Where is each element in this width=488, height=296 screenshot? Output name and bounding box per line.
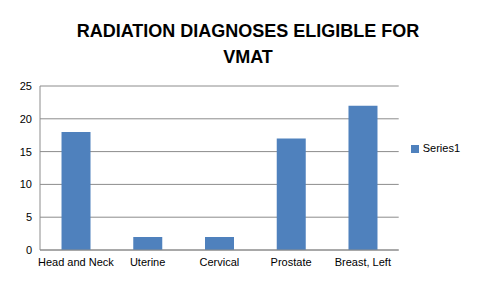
svg-text:Head and Neck: Head and Neck: [38, 256, 114, 268]
svg-text:15: 15: [20, 146, 32, 158]
svg-text:0: 0: [26, 244, 32, 256]
svg-text:25: 25: [20, 80, 32, 92]
html-text:Series1: Series1: [422, 142, 460, 154]
svg-text:5: 5: [26, 211, 32, 223]
svg-text:Uterine: Uterine: [130, 256, 165, 268]
svg-text:10: 10: [20, 178, 32, 190]
html-text:RADIATION DIAGNOSES ELIGIBLE F: RADIATION DIAGNOSES ELIGIBLE FOR VMAT: [76, 21, 420, 67]
svg-text:Breast, Left: Breast, Left: [335, 256, 391, 268]
svg-text:20: 20: [20, 113, 32, 125]
svg-text:Cervical: Cervical: [199, 256, 239, 268]
svg-text:Prostate: Prostate: [271, 256, 312, 268]
